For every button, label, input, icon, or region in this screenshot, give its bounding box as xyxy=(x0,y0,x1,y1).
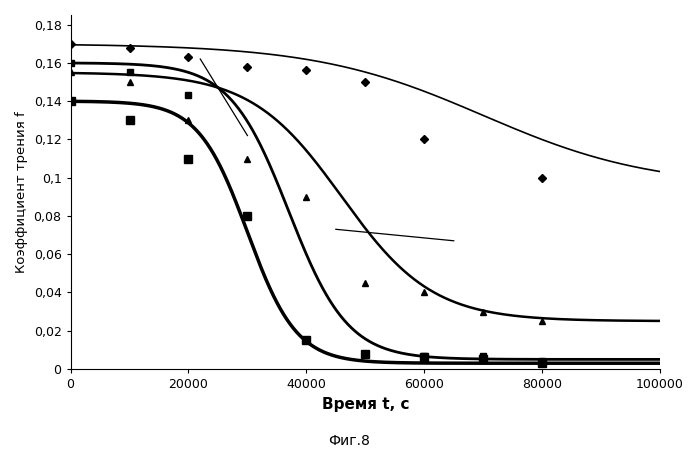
X-axis label: Время t, с: Время t, с xyxy=(322,396,409,412)
Y-axis label: Коэффициент трения f: Коэффициент трения f xyxy=(15,111,28,273)
Text: Фиг.8: Фиг.8 xyxy=(329,434,370,448)
